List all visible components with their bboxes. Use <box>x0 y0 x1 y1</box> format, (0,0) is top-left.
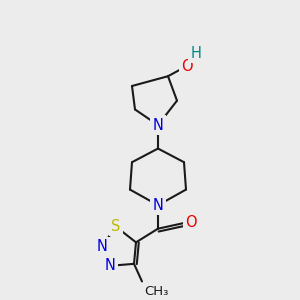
Text: O: O <box>181 59 193 74</box>
Text: N: N <box>153 198 164 213</box>
Text: H: H <box>190 46 201 61</box>
Text: S: S <box>111 219 121 234</box>
Text: CH₃: CH₃ <box>144 285 168 298</box>
Text: N: N <box>153 118 164 133</box>
Text: O: O <box>185 215 197 230</box>
Text: N: N <box>97 239 107 254</box>
Text: N: N <box>105 258 116 273</box>
